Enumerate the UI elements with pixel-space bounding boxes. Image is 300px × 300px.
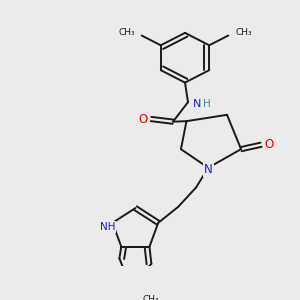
Text: O: O: [264, 138, 274, 151]
Text: N: N: [193, 99, 201, 109]
Text: N: N: [204, 163, 213, 176]
Text: O: O: [138, 112, 148, 125]
Text: H: H: [203, 99, 211, 109]
Text: NH: NH: [100, 222, 115, 232]
Text: CH₃: CH₃: [235, 28, 252, 38]
Text: CH₃: CH₃: [118, 28, 135, 38]
Text: CH₃: CH₃: [142, 296, 159, 300]
